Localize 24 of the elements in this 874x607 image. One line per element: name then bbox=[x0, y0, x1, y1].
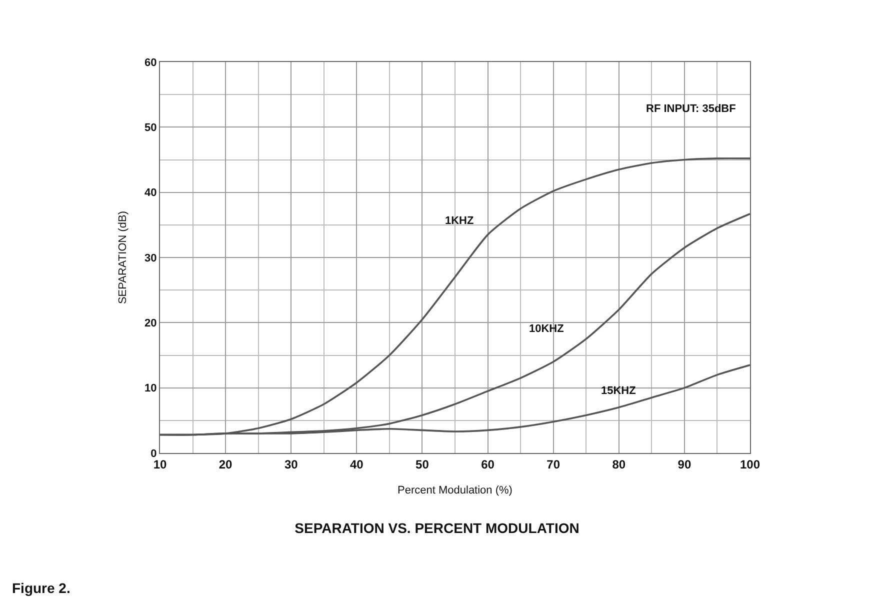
x-tick-label: 90 bbox=[678, 457, 692, 472]
y-tick-label: 20 bbox=[144, 318, 157, 330]
text: SEPARATION VS. PERCENT MODULATION bbox=[294, 520, 580, 536]
x-tick-label: 30 bbox=[284, 457, 298, 472]
x-tick-label: 20 bbox=[218, 457, 233, 472]
x-tick-label: 80 bbox=[612, 457, 626, 472]
x-tick-label: 60 bbox=[481, 457, 495, 472]
x-axis-title: Percent Modulation (%) bbox=[398, 484, 512, 497]
y-axis-title: SEPARATION (dB) bbox=[117, 210, 130, 304]
series-label: 1KHZ bbox=[445, 215, 474, 227]
y-tick-label: 40 bbox=[144, 187, 157, 200]
y-tick-label: 10 bbox=[144, 382, 157, 395]
y-tick-label: 50 bbox=[144, 122, 157, 134]
x-tick-label: 70 bbox=[546, 457, 560, 472]
x-tick-label: 50 bbox=[416, 457, 430, 472]
annotation: RF INPUT: 35dBF bbox=[646, 103, 736, 115]
y-tick-label: 30 bbox=[144, 252, 157, 264]
series-label: 10KHZ bbox=[529, 323, 564, 335]
caption: Figure 2. bbox=[12, 580, 70, 596]
x-tick-label: 100 bbox=[740, 457, 760, 472]
series-label: 15KHZ bbox=[601, 385, 636, 397]
x-tick-label: 40 bbox=[350, 457, 364, 472]
y-tick-label: 0 bbox=[150, 448, 157, 460]
y-tick-label: 60 bbox=[144, 56, 157, 69]
